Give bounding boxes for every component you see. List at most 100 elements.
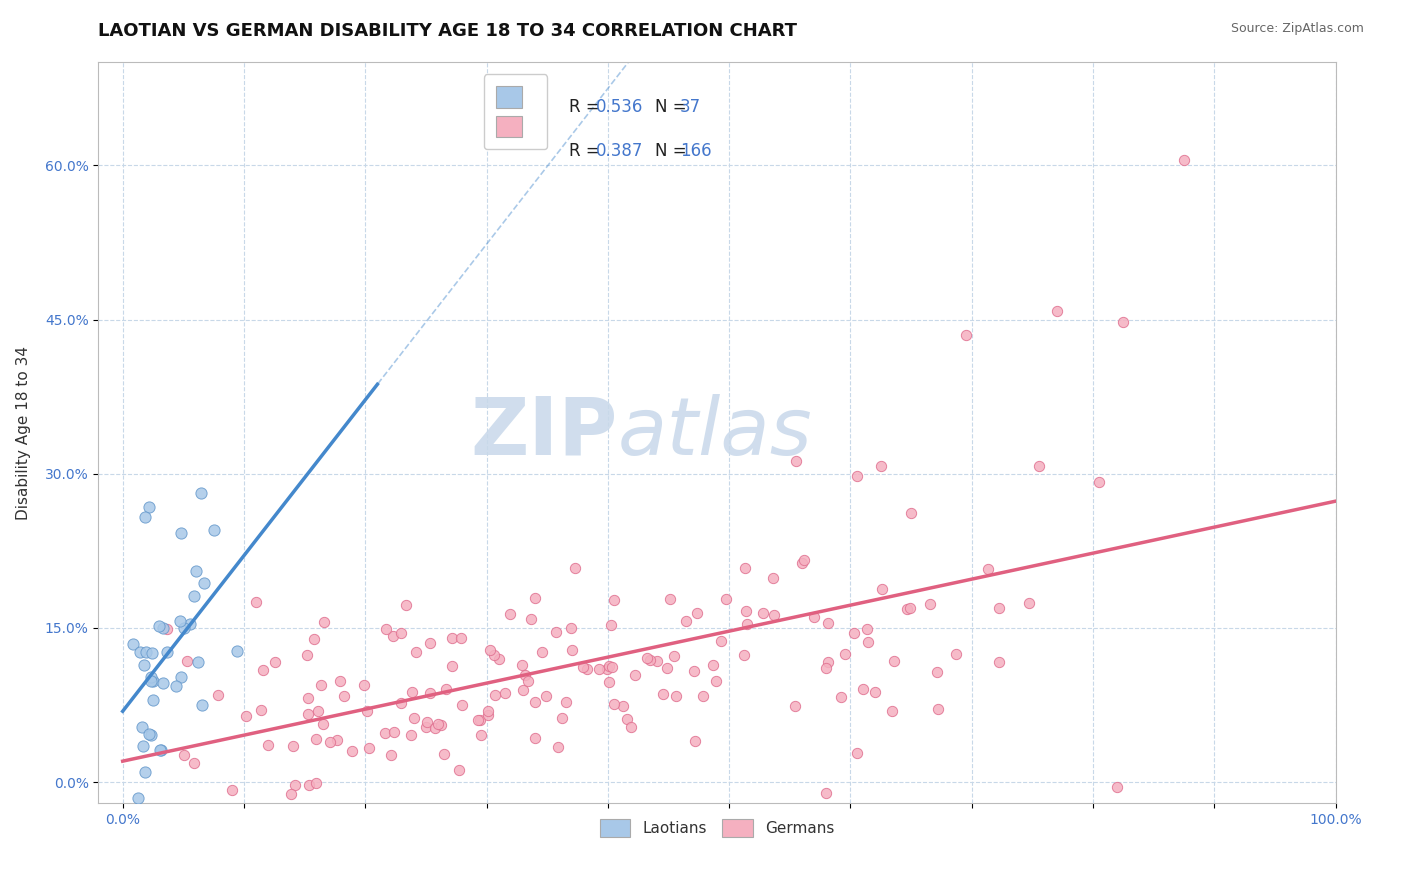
Point (652, 687, 675, 701)
Point (598, 674, 620, 689)
Point (138, 727, 160, 741)
Point (173, 622, 195, 636)
Point (516, 674, 538, 689)
Point (1018, 596, 1040, 610)
Point (152, 675, 174, 690)
Point (662, 649, 685, 664)
Point (665, 689, 688, 703)
Point (735, 617, 758, 632)
Point (564, 561, 586, 575)
Point (883, 654, 905, 668)
Point (434, 681, 457, 696)
Point (657, 661, 679, 675)
Point (547, 739, 569, 754)
Point (467, 713, 489, 727)
Point (470, 728, 492, 742)
Point (762, 571, 785, 585)
Point (927, 665, 949, 679)
Point (170, 526, 193, 541)
Point (987, 655, 1010, 669)
Point (152, 622, 174, 636)
Point (450, 698, 472, 713)
Text: N =: N = (655, 98, 692, 116)
Point (226, 644, 249, 658)
Point (512, 683, 534, 698)
Point (309, 678, 332, 692)
Point (190, 698, 212, 712)
Y-axis label: Disability Age 18 to 34: Disability Age 18 to 34 (15, 345, 31, 520)
Point (576, 662, 599, 676)
Point (149, 743, 172, 757)
Point (141, 728, 163, 742)
Text: R =: R = (568, 98, 605, 116)
Point (389, 625, 412, 640)
Point (142, 673, 165, 688)
Point (882, 705, 904, 719)
Point (817, 655, 839, 669)
Point (763, 607, 786, 622)
Text: ZIP: ZIP (471, 393, 619, 472)
Point (245, 595, 267, 609)
Point (183, 756, 205, 771)
Point (856, 634, 879, 648)
Point (380, 748, 402, 763)
Point (733, 648, 755, 662)
Point (131, 720, 153, 734)
Point (440, 658, 463, 673)
Text: N =: N = (655, 143, 692, 161)
Point (488, 652, 510, 666)
Point (357, 741, 380, 756)
Text: Source: ZipAtlas.com: Source: ZipAtlas.com (1230, 22, 1364, 36)
Point (845, 746, 868, 760)
Point (683, 734, 706, 748)
Point (382, 724, 405, 739)
Point (395, 598, 418, 612)
Point (134, 765, 156, 780)
Point (734, 561, 756, 575)
Point (534, 689, 557, 703)
Point (1088, 475, 1111, 489)
Point (551, 711, 574, 725)
Point (183, 589, 205, 603)
Point (520, 612, 543, 626)
Point (415, 720, 437, 734)
Point (127, 790, 149, 805)
Point (176, 654, 198, 668)
Point (620, 720, 643, 734)
Point (1028, 458, 1050, 473)
Point (692, 689, 714, 703)
Point (515, 668, 537, 682)
Point (329, 673, 352, 688)
Point (898, 601, 921, 615)
Point (612, 698, 634, 713)
Point (524, 695, 547, 709)
Point (297, 707, 319, 722)
Point (499, 607, 522, 621)
Point (636, 651, 658, 665)
Point (281, 739, 304, 753)
Point (165, 680, 187, 694)
Point (132, 657, 155, 672)
Point (141, 670, 163, 684)
Point (427, 717, 450, 731)
Point (235, 708, 257, 723)
Point (709, 633, 731, 648)
Point (202, 524, 225, 538)
Point (305, 732, 328, 747)
Point (856, 622, 879, 636)
Point (193, 575, 215, 590)
Point (852, 682, 875, 697)
Text: 0.536: 0.536 (596, 98, 643, 116)
Point (134, 510, 156, 524)
Point (190, 485, 212, 500)
Point (659, 592, 682, 607)
Point (305, 776, 328, 790)
Point (790, 556, 813, 570)
Point (600, 618, 623, 632)
Point (702, 658, 724, 673)
Point (156, 622, 179, 636)
Point (256, 738, 278, 752)
Point (221, 783, 243, 797)
Point (295, 648, 318, 662)
Point (449, 763, 471, 777)
